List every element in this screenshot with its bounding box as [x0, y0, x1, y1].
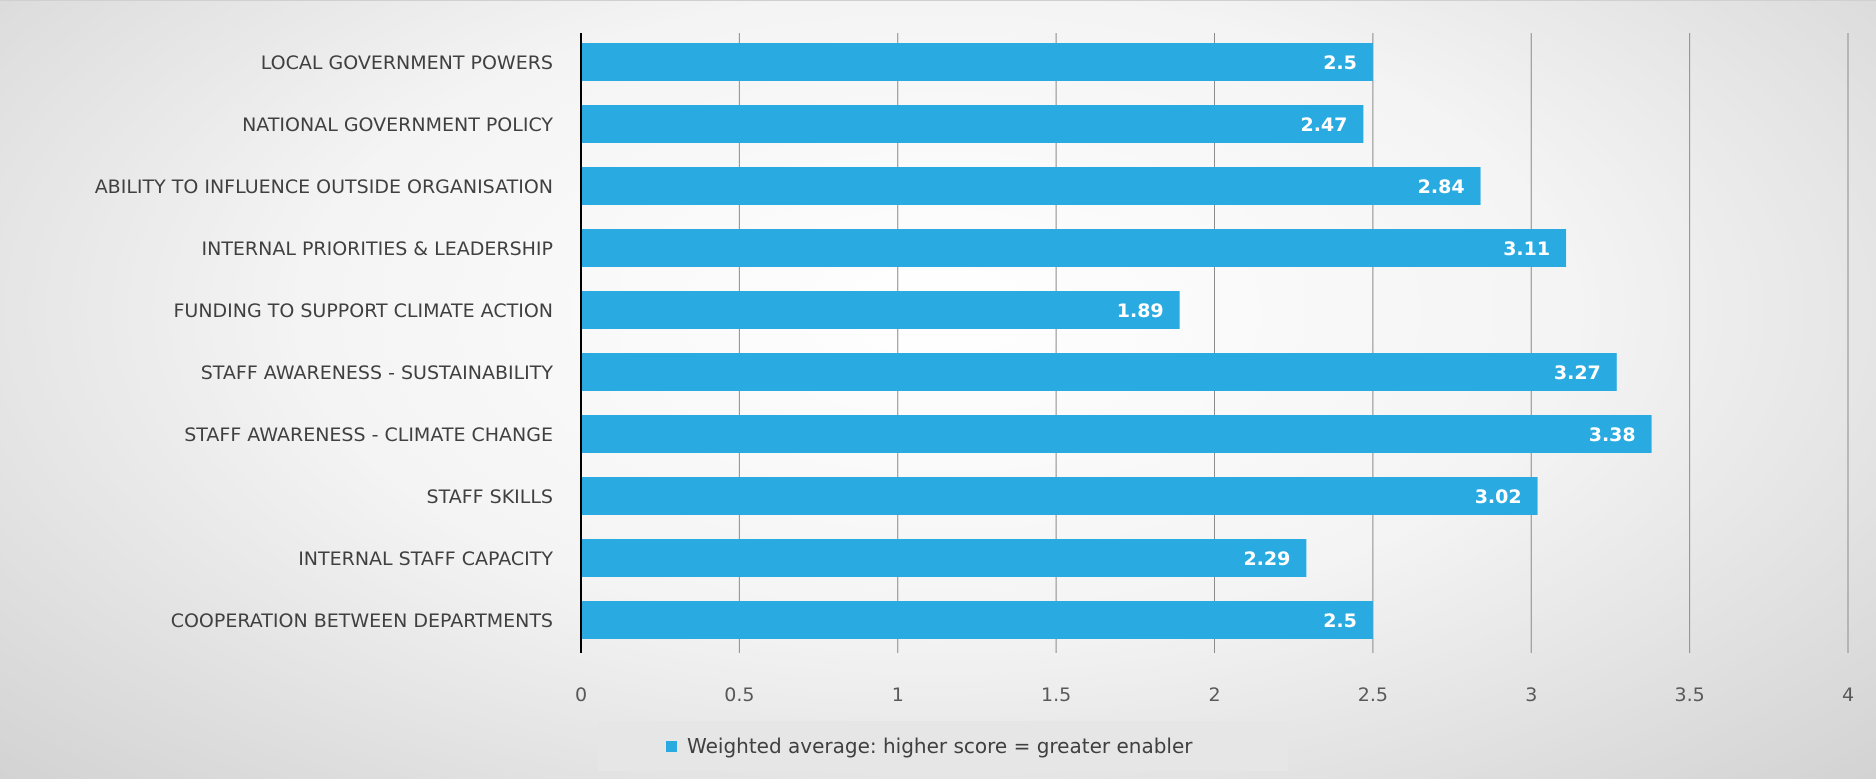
- data-label: 3.02: [1475, 486, 1522, 508]
- bar: [581, 353, 1617, 391]
- x-tick-label: 2.5: [1358, 684, 1388, 706]
- bar: [581, 43, 1373, 81]
- x-tick-label: 2: [1208, 684, 1220, 706]
- bar: [581, 601, 1373, 639]
- x-tick-label: 1: [892, 684, 904, 706]
- x-tick-label: 0.5: [724, 684, 754, 706]
- legend-swatch: [666, 740, 677, 752]
- category-label: STAFF SKILLS: [427, 486, 553, 508]
- data-label: 2.84: [1418, 176, 1465, 198]
- data-label: 2.47: [1300, 114, 1347, 136]
- data-label: 2.29: [1243, 548, 1290, 570]
- bars: [581, 43, 1652, 639]
- bar: [581, 477, 1538, 515]
- data-label: 2.5: [1323, 610, 1357, 632]
- bar: [581, 539, 1307, 577]
- bar: [581, 229, 1567, 267]
- x-tick-label: 4: [1842, 684, 1854, 706]
- category-label: NATIONAL GOVERNMENT POLICY: [242, 114, 553, 136]
- data-label: 1.89: [1117, 300, 1164, 322]
- bar: [581, 167, 1481, 205]
- x-tick-label: 1.5: [1041, 684, 1071, 706]
- category-label: ABILITY TO INFLUENCE OUTSIDE ORGANISATIO…: [95, 176, 553, 198]
- data-label: 3.11: [1503, 238, 1550, 260]
- x-tick-label: 0: [575, 684, 587, 706]
- data-label: 3.38: [1589, 424, 1636, 446]
- bar: [581, 105, 1364, 143]
- bar: [581, 291, 1180, 329]
- category-label: STAFF AWARENESS - CLIMATE CHANGE: [184, 424, 553, 446]
- legend-label: Weighted average: higher score = greater…: [687, 734, 1193, 758]
- category-label: FUNDING TO SUPPORT CLIMATE ACTION: [174, 300, 554, 322]
- category-label: LOCAL GOVERNMENT POWERS: [261, 52, 553, 74]
- data-label: 2.5: [1323, 52, 1357, 74]
- data-label: 3.27: [1554, 362, 1601, 384]
- labels: 0 0.5 1 1.5 2 2.5 3 3.5 4 LOCAL GOVERNMENT POWERS…: [95, 52, 1854, 706]
- legend: Weighted average: higher score = greater…: [598, 721, 1288, 771]
- category-label: INTERNAL STAFF CAPACITY: [298, 548, 553, 570]
- category-label: INTERNAL PRIORITIES & LEADERSHIP: [202, 238, 554, 260]
- category-label: COOPERATION BETWEEN DEPARTMENTS: [171, 610, 553, 632]
- bar: [581, 415, 1652, 453]
- x-tick-label: 3: [1525, 684, 1537, 706]
- category-label: STAFF AWARENESS - SUSTAINABILITY: [201, 362, 554, 384]
- x-tick-label: 3.5: [1675, 684, 1705, 706]
